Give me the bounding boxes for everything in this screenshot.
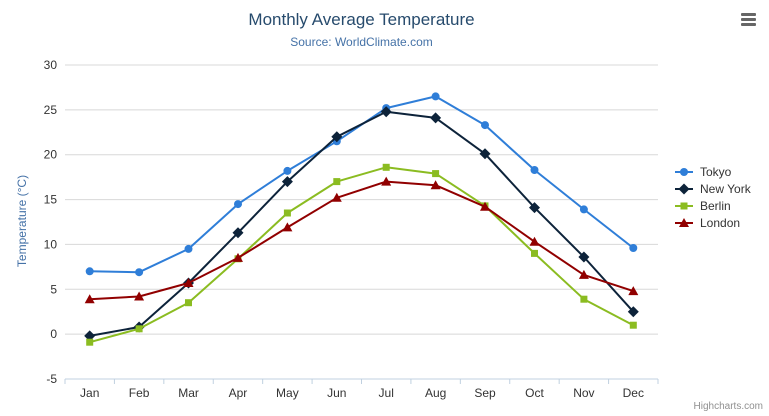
legend-marker-symbol	[680, 167, 688, 176]
context-menu-button[interactable]	[737, 8, 761, 30]
y-axis-labels: -5 0 5 10 15 20 25 30	[44, 58, 58, 386]
legend-item-london[interactable]: London	[675, 214, 751, 231]
data-point[interactable]	[135, 268, 144, 277]
x-axis-label: Sep	[474, 386, 496, 400]
series-london	[84, 176, 639, 304]
y-axis-label: -5	[46, 372, 57, 386]
legend-item-berlin[interactable]: Berlin	[675, 197, 751, 214]
legend-label: London	[700, 215, 741, 230]
data-point[interactable]	[184, 244, 193, 253]
data-point[interactable]	[331, 192, 342, 202]
data-point[interactable]	[234, 200, 242, 209]
x-axis-label: Oct	[525, 386, 544, 400]
series-new-york	[84, 106, 639, 342]
y-axis-label: 10	[44, 237, 58, 251]
x-axis-label: May	[276, 386, 299, 400]
y-axis-label: 30	[44, 58, 58, 72]
x-axis-label: Mar	[178, 386, 199, 400]
legend-item-new-york[interactable]: New York	[675, 180, 751, 197]
data-point[interactable]	[629, 321, 637, 329]
legend-marker-diamond-icon	[675, 183, 693, 194]
data-point[interactable]	[580, 295, 588, 303]
data-point[interactable]	[531, 249, 538, 257]
data-point[interactable]	[135, 325, 143, 333]
legend-marker-symbol	[679, 217, 689, 227]
data-point[interactable]	[529, 202, 540, 214]
data-point[interactable]	[578, 269, 589, 279]
x-axis-label: Jun	[327, 386, 346, 400]
legend-label: Tokyo	[700, 164, 732, 179]
data-point[interactable]	[232, 227, 244, 239]
data-point[interactable]	[281, 176, 293, 188]
x-axis-label: Nov	[573, 386, 594, 400]
x-axis-labels: Jan Feb Mar Apr May Jun Jul Aug Sep Oct Nov Dec	[80, 386, 644, 400]
series-line	[88, 95, 635, 274]
data-point[interactable]	[283, 166, 292, 175]
data-point[interactable]	[627, 306, 639, 318]
data-point[interactable]	[185, 299, 192, 307]
data-point[interactable]	[430, 112, 442, 124]
x-axis-label: Dec	[623, 386, 644, 400]
data-point[interactable]	[333, 178, 341, 186]
data-point[interactable]	[380, 106, 392, 118]
legend-marker-circle-icon	[675, 167, 693, 176]
data-point[interactable]	[629, 244, 638, 252]
data-point[interactable]	[84, 294, 95, 304]
y-axis-label: 15	[44, 193, 58, 207]
legend-marker-symbol	[678, 183, 690, 194]
data-point[interactable]	[432, 170, 440, 178]
data-point[interactable]	[381, 176, 392, 186]
data-point[interactable]	[86, 338, 94, 346]
legend-label: Berlin	[700, 198, 731, 213]
x-axis-label: Jan	[80, 386, 99, 400]
legend-label: New York	[700, 181, 751, 196]
data-point[interactable]	[85, 267, 94, 276]
data-point[interactable]	[84, 330, 96, 342]
y-axis-label: 5	[50, 282, 57, 296]
data-point[interactable]	[134, 291, 145, 301]
data-point[interactable]	[382, 163, 390, 171]
data-point[interactable]	[480, 201, 490, 211]
hamburger-icon	[741, 12, 757, 26]
y-axis-label: 0	[50, 327, 57, 341]
data-point[interactable]	[282, 222, 293, 232]
x-axis-label: Feb	[129, 386, 150, 400]
x-axis-label: Apr	[229, 386, 248, 400]
legend: Tokyo New York Berlin London	[675, 163, 751, 231]
series-line	[88, 110, 635, 337]
x-axis	[64, 378, 659, 384]
legend-marker-triangle-icon	[675, 217, 693, 227]
gridlines	[65, 64, 658, 380]
series-line	[88, 180, 635, 301]
data-point[interactable]	[578, 251, 590, 263]
x-axis-label: Aug	[425, 386, 446, 400]
data-point[interactable]	[628, 286, 639, 296]
series-tokyo	[85, 92, 638, 277]
data-point[interactable]	[479, 148, 491, 160]
credits-link[interactable]: Highcharts.com	[693, 401, 763, 412]
data-point[interactable]	[283, 209, 291, 217]
data-point[interactable]	[183, 278, 194, 287]
legend-marker-square-icon	[675, 202, 693, 209]
y-axis-label: 25	[44, 103, 58, 117]
data-point[interactable]	[233, 252, 243, 262]
data-point[interactable]	[431, 92, 440, 101]
legend-item-tokyo[interactable]: Tokyo	[675, 163, 751, 180]
data-point[interactable]	[481, 121, 489, 130]
data-point[interactable]	[579, 205, 588, 214]
data-point[interactable]	[530, 166, 539, 174]
series-line	[88, 166, 635, 344]
data-point[interactable]	[331, 131, 343, 143]
data-point[interactable]	[529, 236, 540, 246]
y-axis-label: 20	[44, 148, 58, 162]
data-point[interactable]	[430, 180, 441, 190]
x-axis-label: Jul	[379, 386, 394, 400]
legend-marker-symbol	[680, 202, 688, 209]
